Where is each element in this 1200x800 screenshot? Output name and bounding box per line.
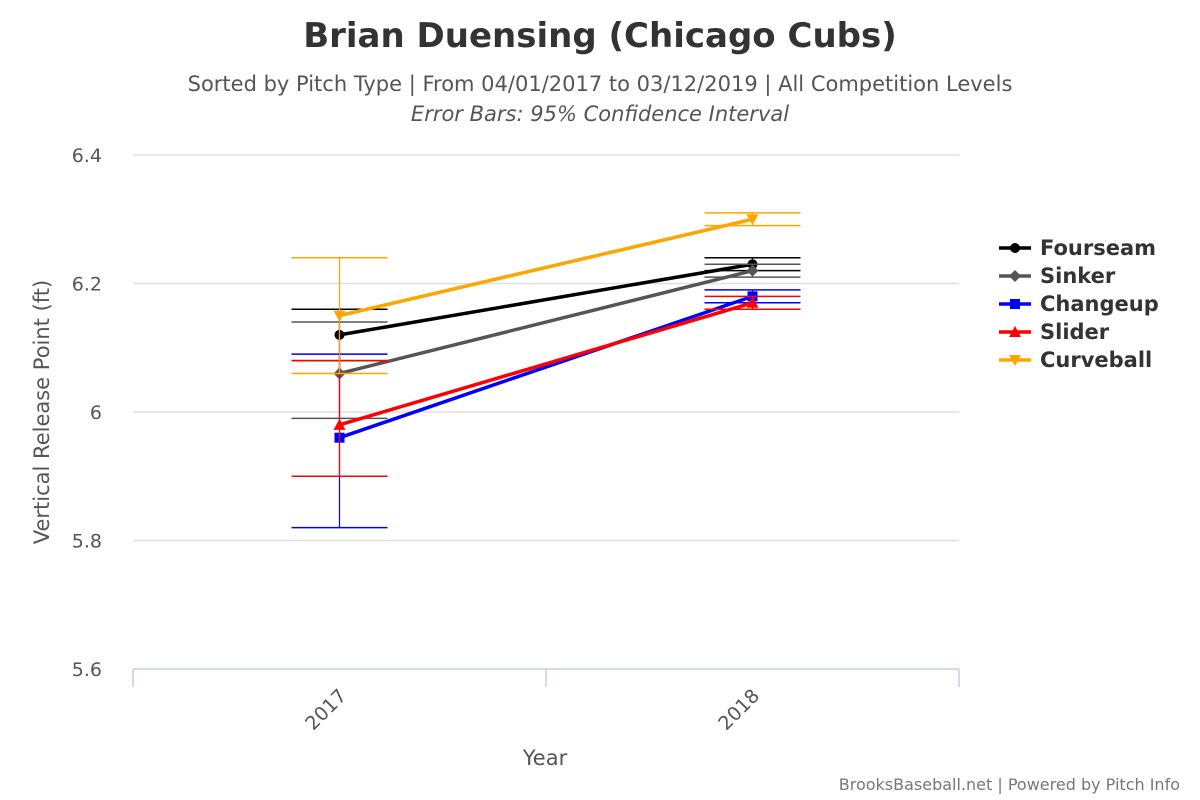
chart-title: Brian Duensing (Chicago Cubs)	[303, 16, 897, 56]
series-line	[339, 301, 753, 427]
x-axis-title: Year	[522, 746, 568, 770]
data-point	[333, 310, 346, 322]
legend-item-fourseam[interactable]: Fourseam	[999, 236, 1156, 260]
legend-label: Curveball	[1040, 348, 1152, 372]
x-tick-label: 2018	[714, 685, 764, 735]
series-line	[339, 268, 753, 376]
series-changeup	[291, 289, 801, 529]
gridlines	[133, 154, 959, 542]
y-axis-title: Vertical Release Point (ft)	[30, 280, 54, 544]
data-point	[333, 418, 346, 430]
legend-label: Changeup	[1040, 292, 1159, 316]
series-group	[291, 212, 801, 529]
series-sinker	[291, 263, 801, 420]
y-tick-label: 5.6	[72, 659, 102, 681]
legend-label: Sinker	[1040, 264, 1116, 288]
y-tick-label: 6	[90, 402, 102, 424]
legend-label: Fourseam	[1040, 236, 1156, 260]
series-line	[339, 217, 753, 318]
legend-marker	[1009, 270, 1021, 282]
chart-subtitle: Sorted by Pitch Type | From 04/01/2017 t…	[188, 72, 1013, 97]
y-tick-label: 6.4	[72, 145, 102, 167]
legend-item-changeup[interactable]: Changeup	[999, 292, 1159, 316]
y-tick-label: 5.8	[72, 531, 102, 553]
x-axis: 2017 2018	[132, 668, 960, 735]
legend-marker	[1010, 299, 1020, 309]
legend-marker	[1010, 243, 1020, 253]
y-tick-label: 6.2	[72, 274, 102, 296]
x-tick-label: 2017	[301, 685, 351, 735]
legend: Fourseam Sinker Changeup Slider Curveball	[999, 236, 1159, 372]
legend-marker	[1009, 355, 1021, 366]
legend-item-sinker[interactable]: Sinker	[999, 264, 1116, 288]
legend-item-slider[interactable]: Slider	[999, 320, 1110, 344]
series-slider	[291, 295, 801, 477]
series-curveball	[291, 212, 801, 375]
series-line	[338, 294, 754, 440]
credits[interactable]: BrooksBaseball.net | Powered by Pitch In…	[839, 775, 1180, 794]
series-line	[339, 262, 753, 337]
data-point	[746, 264, 759, 277]
data-point	[746, 296, 759, 308]
legend-item-curveball[interactable]: Curveball	[999, 348, 1152, 372]
legend-label: Slider	[1040, 320, 1110, 344]
data-point	[746, 214, 759, 226]
y-axis-ticks: 5.6 5.8 6 6.2 6.4	[72, 145, 102, 681]
legend-marker	[1009, 326, 1021, 337]
chart-subtitle-error-bars: Error Bars: 95% Confidence Interval	[411, 102, 789, 126]
